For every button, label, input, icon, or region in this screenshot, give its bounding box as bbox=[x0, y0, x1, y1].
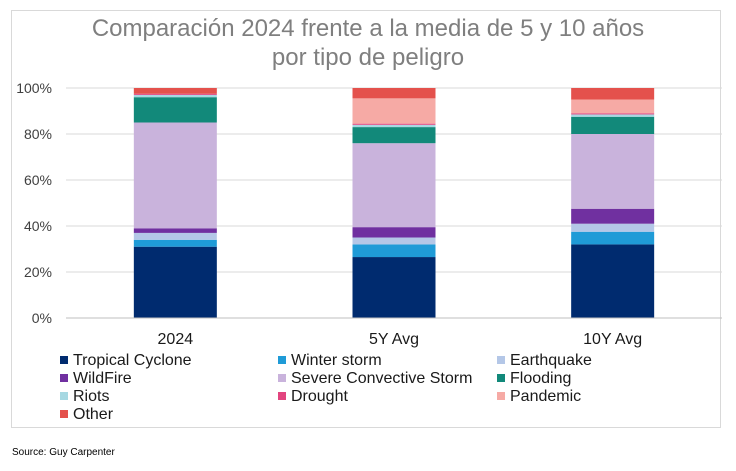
chart-title-line-2: por tipo de peligro bbox=[271, 44, 465, 71]
bar-segment bbox=[133, 88, 217, 94]
bar-segment bbox=[571, 114, 655, 117]
y-tick-label: 100% bbox=[16, 80, 52, 96]
legend-label: Winter storm bbox=[291, 352, 382, 369]
y-tick-label: 40% bbox=[24, 218, 52, 234]
bar-segment bbox=[352, 124, 436, 128]
chart-title: Comparación 2024 frente a la media de 5 … bbox=[0, 14, 736, 72]
y-tick-label: 80% bbox=[24, 126, 52, 142]
bar-segment bbox=[352, 257, 436, 318]
legend-swatch bbox=[278, 374, 286, 382]
bar-segment bbox=[133, 232, 217, 240]
legend-swatch bbox=[60, 374, 68, 382]
source-note: Source: Guy Carpenter bbox=[12, 447, 115, 458]
bar-segment bbox=[352, 227, 436, 238]
legend-swatch bbox=[60, 356, 68, 364]
legend-swatch bbox=[60, 410, 68, 418]
bar-segment bbox=[571, 231, 655, 245]
x-tick-label: 10Y Avg bbox=[583, 331, 642, 348]
bar-segment bbox=[352, 143, 436, 228]
legend-swatch bbox=[278, 356, 286, 364]
legend-item: WildFire bbox=[60, 370, 132, 388]
bar-segment bbox=[571, 244, 655, 318]
y-tick-label: 20% bbox=[24, 264, 52, 280]
bar-segment bbox=[352, 123, 436, 125]
legend-item: Tropical Cyclone bbox=[60, 352, 192, 370]
legend-item: Severe Convective Storm bbox=[278, 370, 472, 388]
legend-swatch bbox=[497, 392, 505, 400]
axes: 0% 20% 40% 60% 80% 100% 2024 5Y Avg 10Y Avg bbox=[16, 80, 722, 348]
bar-segment bbox=[352, 127, 436, 144]
legend-label: Flooding bbox=[510, 370, 572, 387]
legend-item: Earthquake bbox=[497, 352, 592, 370]
y-tick-label: 60% bbox=[24, 172, 52, 188]
legend-item: Winter storm bbox=[278, 352, 382, 370]
bar-segment bbox=[352, 88, 436, 99]
bar-segment bbox=[571, 223, 655, 232]
legend-swatch bbox=[497, 374, 505, 382]
legend-item: Riots bbox=[60, 388, 109, 406]
bar-segment bbox=[133, 97, 217, 123]
bars bbox=[133, 88, 655, 318]
legend-item: Pandemic bbox=[497, 388, 581, 406]
legend-label: Drought bbox=[291, 388, 348, 405]
bar-segment bbox=[571, 88, 655, 100]
legend-label: Severe Convective Storm bbox=[291, 370, 473, 387]
legend-label: WildFire bbox=[73, 370, 132, 387]
legend-swatch bbox=[278, 392, 286, 400]
legend-item: Other bbox=[60, 406, 113, 424]
bar-segment bbox=[571, 113, 655, 115]
legend-swatch bbox=[497, 356, 505, 364]
bar-segment bbox=[352, 244, 436, 258]
bar-segment bbox=[352, 98, 436, 124]
chart-title-line-1: Comparación 2024 frente a la media de 5 … bbox=[91, 15, 645, 42]
bar-segment bbox=[571, 134, 655, 209]
bar-segment bbox=[133, 93, 217, 95]
bar-segment bbox=[571, 208, 655, 224]
legend-label: Riots bbox=[73, 388, 110, 405]
bar-segment bbox=[133, 239, 217, 247]
legend-label: Pandemic bbox=[510, 388, 582, 405]
bar-segment bbox=[571, 116, 655, 134]
legend-label: Other bbox=[73, 406, 114, 423]
legend-swatch bbox=[60, 392, 68, 400]
legend-label: Tropical Cyclone bbox=[73, 352, 192, 369]
legend-item: Drought bbox=[278, 388, 348, 406]
bar-segment bbox=[133, 122, 217, 229]
x-tick-label: 2024 bbox=[158, 331, 194, 348]
bar-segment bbox=[571, 99, 655, 114]
bar-segment bbox=[133, 94, 217, 98]
legend-item: Flooding bbox=[497, 370, 571, 388]
y-tick-label: 0% bbox=[32, 310, 52, 326]
bar-segment bbox=[352, 237, 436, 245]
bar-segment bbox=[133, 246, 217, 318]
bar-segment bbox=[133, 228, 217, 233]
legend-label: Earthquake bbox=[510, 352, 592, 369]
x-tick-label: 5Y Avg bbox=[369, 331, 419, 348]
